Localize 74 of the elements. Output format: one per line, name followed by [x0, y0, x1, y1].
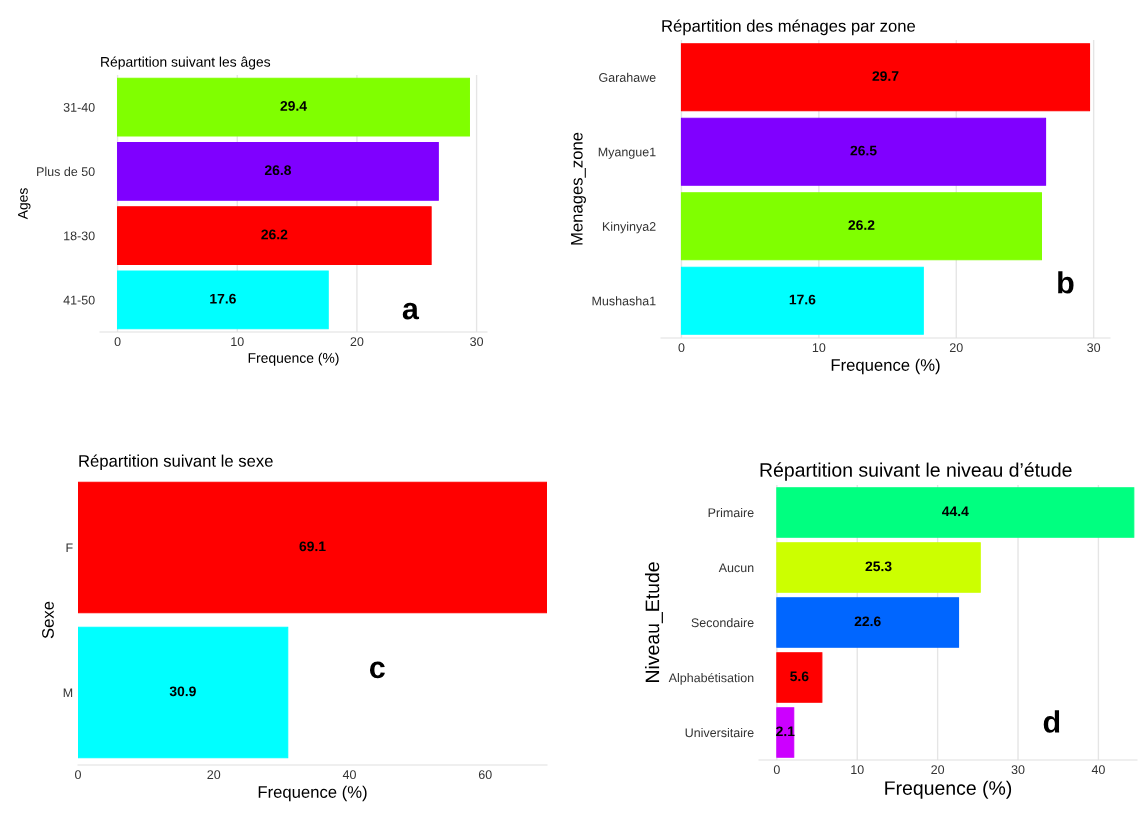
- y-tick-label: Plus de 50: [37, 166, 95, 177]
- x-axis-title: Frequence (%): [258, 785, 367, 802]
- data-label: 17.6: [210, 293, 236, 304]
- y-tick-label: Kinyinya2: [602, 221, 656, 234]
- x-tick-label: 20: [350, 337, 364, 347]
- data-label: 5.6: [790, 671, 809, 682]
- x-tick-label: 30: [1087, 343, 1101, 353]
- bar: [680, 192, 1042, 261]
- x-axis-title: Frequence (%): [885, 780, 1012, 799]
- y-axis-title: Menages_zone: [571, 132, 586, 245]
- y-tick-label: Garahawe: [599, 72, 656, 82]
- x-tick-label: 20: [949, 343, 963, 353]
- x-axis-title: Frequence (%): [248, 352, 339, 366]
- annotation: d: [1043, 710, 1060, 733]
- y-tick-label: 31-40: [63, 102, 95, 112]
- bar: [680, 117, 1047, 186]
- bar: [117, 270, 329, 330]
- bar: [776, 597, 960, 648]
- x-tick-label: 0: [75, 770, 81, 780]
- x-tick-label: 10: [851, 765, 864, 775]
- y-tick-label: Primaire: [708, 507, 754, 518]
- chart-title: Répartition suivant les âges: [101, 56, 271, 70]
- bar: [117, 206, 432, 266]
- data-label: 26.2: [848, 220, 875, 230]
- annotation: b: [1058, 271, 1074, 294]
- y-tick-label: Secondaire: [691, 617, 754, 628]
- x-tick-label: 20: [207, 770, 221, 780]
- y-tick-label: Aucun: [718, 563, 754, 573]
- x-tick-label: 30: [470, 337, 484, 347]
- y-tick-label: Mushasha1: [592, 296, 656, 306]
- y-tick-label: F: [66, 543, 73, 553]
- bar: [776, 652, 823, 703]
- y-tick-label: Universitaire: [685, 727, 754, 738]
- y-axis-title: Niveau_Etude: [644, 562, 663, 682]
- data-label: 17.6: [789, 294, 816, 305]
- x-tick-label: 60: [478, 770, 492, 780]
- data-label: 26.8: [264, 165, 292, 176]
- bar: [680, 266, 924, 335]
- bar: [776, 487, 1135, 538]
- data-label: 69.1: [299, 541, 326, 552]
- chart-title: Répartition suivant le sexe: [79, 454, 273, 471]
- y-axis-title: Sexe: [42, 601, 54, 639]
- y-tick-label: Alphabétisation: [668, 672, 754, 685]
- data-label: 26.5: [850, 145, 877, 156]
- chart-title: Répartition suivant le niveau d’étude: [760, 462, 1072, 481]
- y-tick-label: 41-50: [63, 295, 95, 305]
- x-tick-label: 40: [1091, 765, 1105, 775]
- data-label: 25.3: [865, 561, 892, 572]
- x-tick-label: 10: [231, 337, 244, 347]
- x-tick-label: 0: [678, 343, 685, 353]
- y-tick-label: M: [63, 688, 73, 698]
- data-label: 22.6: [854, 616, 881, 627]
- x-tick-label: 40: [342, 770, 356, 780]
- x-axis-title: Frequence (%): [831, 358, 940, 375]
- data-label: 26.2: [261, 229, 288, 240]
- x-tick-label: 30: [1011, 765, 1025, 775]
- x-tick-label: 0: [114, 337, 121, 347]
- bar: [117, 141, 439, 201]
- bar: [117, 77, 470, 137]
- y-tick-label: 18-30: [64, 231, 95, 241]
- bar: [776, 542, 981, 593]
- chart-title: Répartition des ménages par zone: [662, 19, 916, 36]
- y-axis-title: Ages: [18, 188, 31, 220]
- y-tick-label: Myangue1: [598, 147, 656, 159]
- data-label: 29.4: [280, 101, 307, 111]
- x-tick-label: 0: [773, 765, 780, 775]
- data-label: 30.9: [169, 686, 196, 697]
- data-label: 44.4: [942, 506, 969, 517]
- annotation: a: [402, 302, 420, 320]
- annotation: c: [369, 661, 385, 679]
- x-tick-label: 20: [931, 765, 945, 775]
- x-tick-label: 10: [812, 343, 826, 353]
- data-label: 29.7: [872, 71, 899, 81]
- bar: [680, 43, 1091, 112]
